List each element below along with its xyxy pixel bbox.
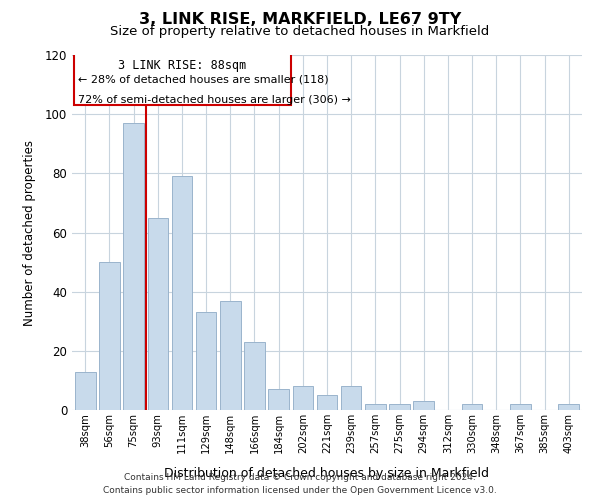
Text: Contains HM Land Registry data © Crown copyright and database right 2024.: Contains HM Land Registry data © Crown c…: [124, 474, 476, 482]
X-axis label: Distribution of detached houses by size in Markfield: Distribution of detached houses by size …: [164, 467, 490, 480]
Bar: [413, 401, 434, 410]
Bar: [462, 404, 482, 410]
Bar: [268, 390, 289, 410]
Bar: [559, 404, 579, 410]
Bar: [124, 123, 144, 410]
Text: 3, LINK RISE, MARKFIELD, LE67 9TY: 3, LINK RISE, MARKFIELD, LE67 9TY: [139, 12, 461, 28]
Bar: [510, 404, 530, 410]
Bar: [220, 300, 241, 410]
Text: 72% of semi-detached houses are larger (306) →: 72% of semi-detached houses are larger (…: [78, 95, 351, 105]
Bar: [317, 395, 337, 410]
Bar: [196, 312, 217, 410]
FancyBboxPatch shape: [74, 52, 291, 106]
Bar: [365, 404, 386, 410]
Bar: [148, 218, 168, 410]
Text: Size of property relative to detached houses in Markfield: Size of property relative to detached ho…: [110, 25, 490, 38]
Bar: [293, 386, 313, 410]
Text: Contains public sector information licensed under the Open Government Licence v3: Contains public sector information licen…: [103, 486, 497, 495]
Y-axis label: Number of detached properties: Number of detached properties: [23, 140, 37, 326]
Text: ← 28% of detached houses are smaller (118): ← 28% of detached houses are smaller (11…: [78, 74, 329, 84]
Bar: [172, 176, 192, 410]
Bar: [341, 386, 361, 410]
Bar: [99, 262, 120, 410]
Bar: [389, 404, 410, 410]
Text: 3 LINK RISE: 88sqm: 3 LINK RISE: 88sqm: [118, 60, 247, 72]
Bar: [244, 342, 265, 410]
Bar: [75, 372, 95, 410]
